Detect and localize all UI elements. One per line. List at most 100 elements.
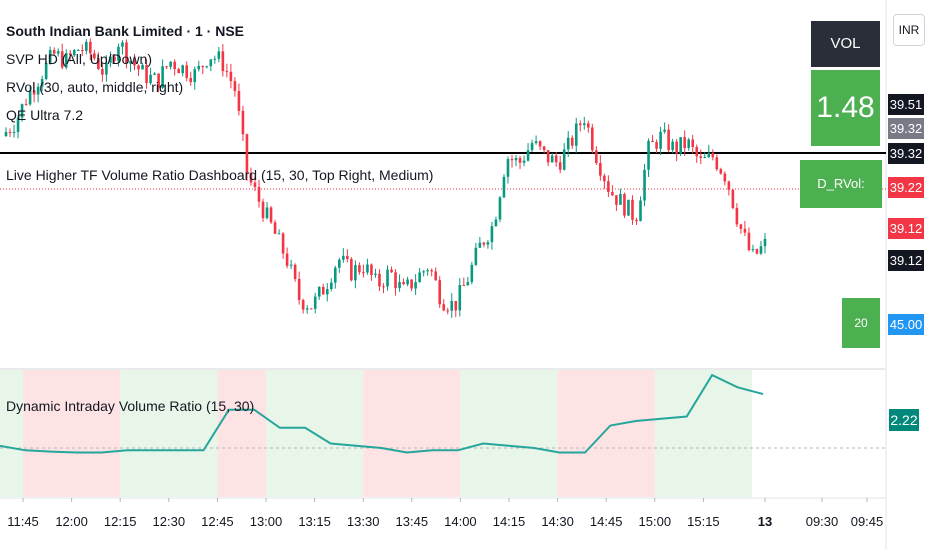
candle [221,44,225,77]
candle [129,60,132,72]
candle [683,130,686,157]
candle [161,59,164,90]
candle [558,155,562,174]
candle [72,48,76,58]
candle [510,154,514,168]
indicator-qe-ultra[interactable]: QE Ultra 7.2 [6,107,84,123]
candle [329,278,333,292]
candle [430,268,433,277]
price-tag: 39.22 [888,177,924,198]
candle [655,139,658,153]
candle [418,268,421,283]
candle [16,115,20,139]
chart-title[interactable]: South Indian Bank Limited · 1 · NSE [6,23,245,39]
candle [490,221,494,250]
candle [113,54,116,64]
candle [382,283,385,294]
candle [313,292,317,314]
candle [526,143,530,162]
price-tag: 45.00 [888,314,924,335]
candle [269,206,273,224]
candle [574,117,578,153]
x-tick-label: 14:45 [589,514,623,529]
candle [599,155,602,181]
candle [28,86,32,106]
candle [68,49,72,62]
candle [751,244,755,253]
candle [273,219,277,234]
candle [301,298,305,314]
drvol-value: D_RVol: 124% [800,160,882,239]
lower-pane-title[interactable]: Dynamic Intraday Volume Ratio (15, 30) [6,398,255,414]
candle [687,137,690,151]
candle [679,137,682,157]
candle [378,269,381,292]
candle [434,267,437,281]
x-tick-label: 14:00 [444,514,477,529]
indicator-rvol[interactable]: RVol (30, auto, middle, right) [6,79,184,95]
candle [249,167,253,186]
candle [546,150,550,167]
candle [587,120,590,133]
candle [482,241,486,248]
candle [514,155,518,167]
candle [374,268,377,278]
candle [85,39,88,55]
candle [338,257,341,273]
candle [426,268,429,276]
indicator-svp[interactable]: SVP HD (All, Up/Down) [6,51,153,67]
x-axis-ticks [22,498,868,502]
candle [277,229,281,235]
candle [675,139,678,162]
candle [201,65,205,75]
candle [703,152,707,159]
candle [466,276,470,286]
candle [261,198,265,222]
price-tag: 39.32 [888,143,924,164]
candle [177,67,180,74]
x-tick-label: 13:45 [395,514,429,529]
candle [715,154,719,172]
candle [518,155,522,170]
ratio-band-down [217,370,266,497]
x-tick-label: 09:45 [850,514,884,529]
candle [305,305,309,314]
candle [735,203,739,228]
candle [213,55,217,64]
candle [615,195,618,211]
candle [402,278,405,285]
candle [398,274,401,292]
candle [727,180,731,196]
indicator-volume-dashboard[interactable]: Live Higher TF Volume Ratio Dashboard (1… [6,167,434,183]
candle [506,156,510,184]
candle [486,240,490,249]
candle [711,149,715,161]
candle [89,38,92,61]
candle [245,133,249,181]
candle [117,43,120,67]
candle [695,144,699,163]
currency-button[interactable]: INR [893,14,925,46]
candle [173,59,176,76]
candle [562,143,566,171]
candle [317,286,321,300]
x-tick-label: 14:30 [541,514,574,529]
x-tick-label: 12:15 [103,514,137,529]
candle [48,46,52,65]
candle [141,62,144,70]
candle [225,63,229,78]
candle [474,242,478,267]
candle [97,52,100,71]
candle [635,217,638,225]
candle [454,300,458,318]
candle [554,151,558,167]
candle [217,47,221,63]
candle [185,61,189,82]
candle [502,174,506,199]
candle [534,135,538,145]
x-tick-label: 12:00 [55,514,88,529]
price-horizontal-lines [0,152,886,190]
candle [422,270,425,277]
candle [24,98,28,106]
